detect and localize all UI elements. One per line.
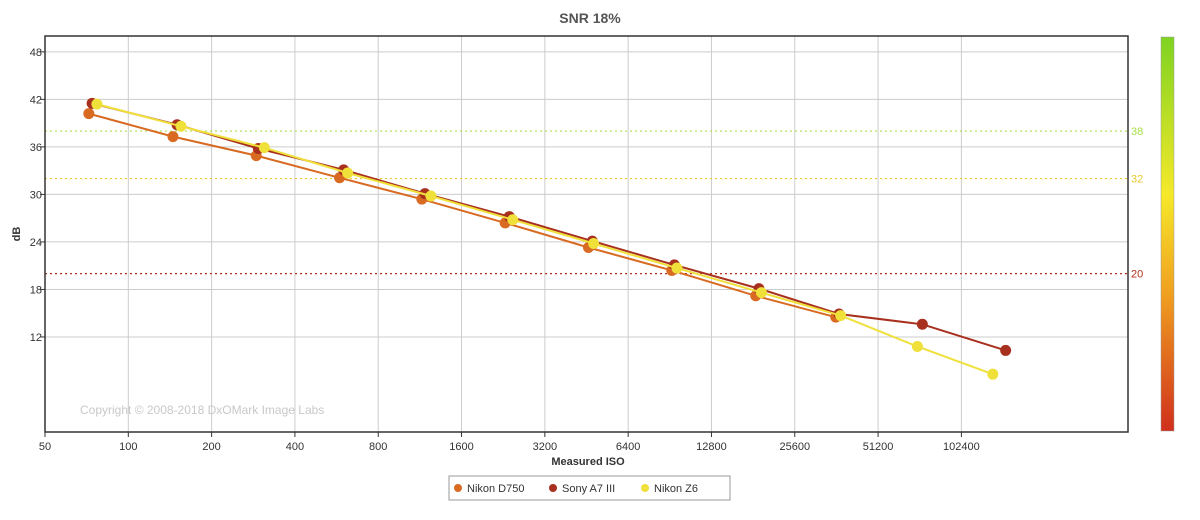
series-group: [91, 98, 999, 380]
data-point[interactable]: [671, 262, 683, 274]
x-tick-label: 400: [286, 441, 304, 453]
watermark: Copyright © 2008-2018 DxOMark Image Labs: [80, 403, 324, 417]
data-point[interactable]: [588, 238, 600, 250]
legend-box: [448, 475, 731, 501]
x-tick-label: 50: [39, 441, 51, 453]
legend-label[interactable]: Nikon Z6: [654, 483, 698, 495]
data-point[interactable]: [167, 131, 179, 143]
x-tick-label: 6400: [616, 441, 640, 453]
x-tick-label: 25600: [779, 441, 810, 453]
reference-line-label: 38: [1131, 126, 1143, 138]
colorbar: [1160, 36, 1175, 432]
x-tick-label: 800: [369, 441, 387, 453]
legend-marker: [454, 484, 462, 492]
y-tick-label: 12: [30, 332, 42, 344]
legend-marker: [641, 484, 649, 492]
data-point[interactable]: [91, 98, 103, 110]
y-tick-label: 48: [30, 47, 42, 59]
x-axis-title: Measured ISO: [551, 456, 625, 468]
data-point[interactable]: [1000, 344, 1012, 356]
data-point[interactable]: [258, 142, 270, 154]
legend-label[interactable]: Nikon D750: [467, 483, 524, 495]
y-axis-ticks: 12 18 24 30 36 42 48: [30, 47, 45, 344]
x-axis-ticks: 50 100 200 400 800 1600 3200 6400 12800 25600 5120…: [39, 432, 980, 453]
y-tick-label: 36: [30, 142, 42, 154]
series-layer: [83, 97, 1012, 380]
series-group: [83, 108, 842, 323]
data-point[interactable]: [835, 310, 847, 322]
chart-title: SNR 18%: [559, 10, 621, 26]
x-tick-label: 1600: [449, 441, 473, 453]
reference-line-label: 32: [1131, 174, 1143, 186]
data-point[interactable]: [755, 287, 767, 299]
y-tick-label: 18: [30, 284, 42, 296]
legend-marker: [549, 484, 557, 492]
x-tick-label: 3200: [533, 441, 557, 453]
series-line: [88, 112, 836, 319]
y-tick-label: 30: [30, 189, 42, 201]
reference-line-label: 20: [1131, 269, 1143, 281]
grid: [45, 36, 1128, 432]
data-point[interactable]: [83, 108, 95, 120]
x-tick-label: 200: [202, 441, 220, 453]
x-tick-label: 100: [119, 441, 137, 453]
x-tick-label: 102400: [943, 441, 980, 453]
y-tick-label: 42: [30, 94, 42, 106]
series-line: [96, 103, 994, 376]
y-axis-title: dB: [11, 227, 23, 242]
data-point[interactable]: [175, 120, 187, 132]
y-tick-label: 24: [30, 237, 42, 249]
series-line: [91, 102, 1006, 352]
x-tick-label: 51200: [863, 441, 894, 453]
plot-frame: [44, 35, 1129, 433]
reference-lines: 38 32 20: [45, 126, 1143, 281]
legend-items: Nikon D750 Sony A7 III Nikon Z6: [454, 483, 698, 495]
legend-label[interactable]: Sony A7 III: [562, 483, 615, 495]
data-point[interactable]: [911, 340, 923, 352]
legend: Nikon D750 Sony A7 III Nikon Z6: [448, 475, 731, 501]
data-point[interactable]: [507, 214, 519, 226]
data-point[interactable]: [425, 190, 437, 202]
data-point[interactable]: [342, 167, 354, 179]
series-group: [86, 97, 1012, 356]
data-point[interactable]: [916, 318, 928, 330]
x-tick-label: 12800: [696, 441, 727, 453]
data-point[interactable]: [987, 368, 999, 380]
